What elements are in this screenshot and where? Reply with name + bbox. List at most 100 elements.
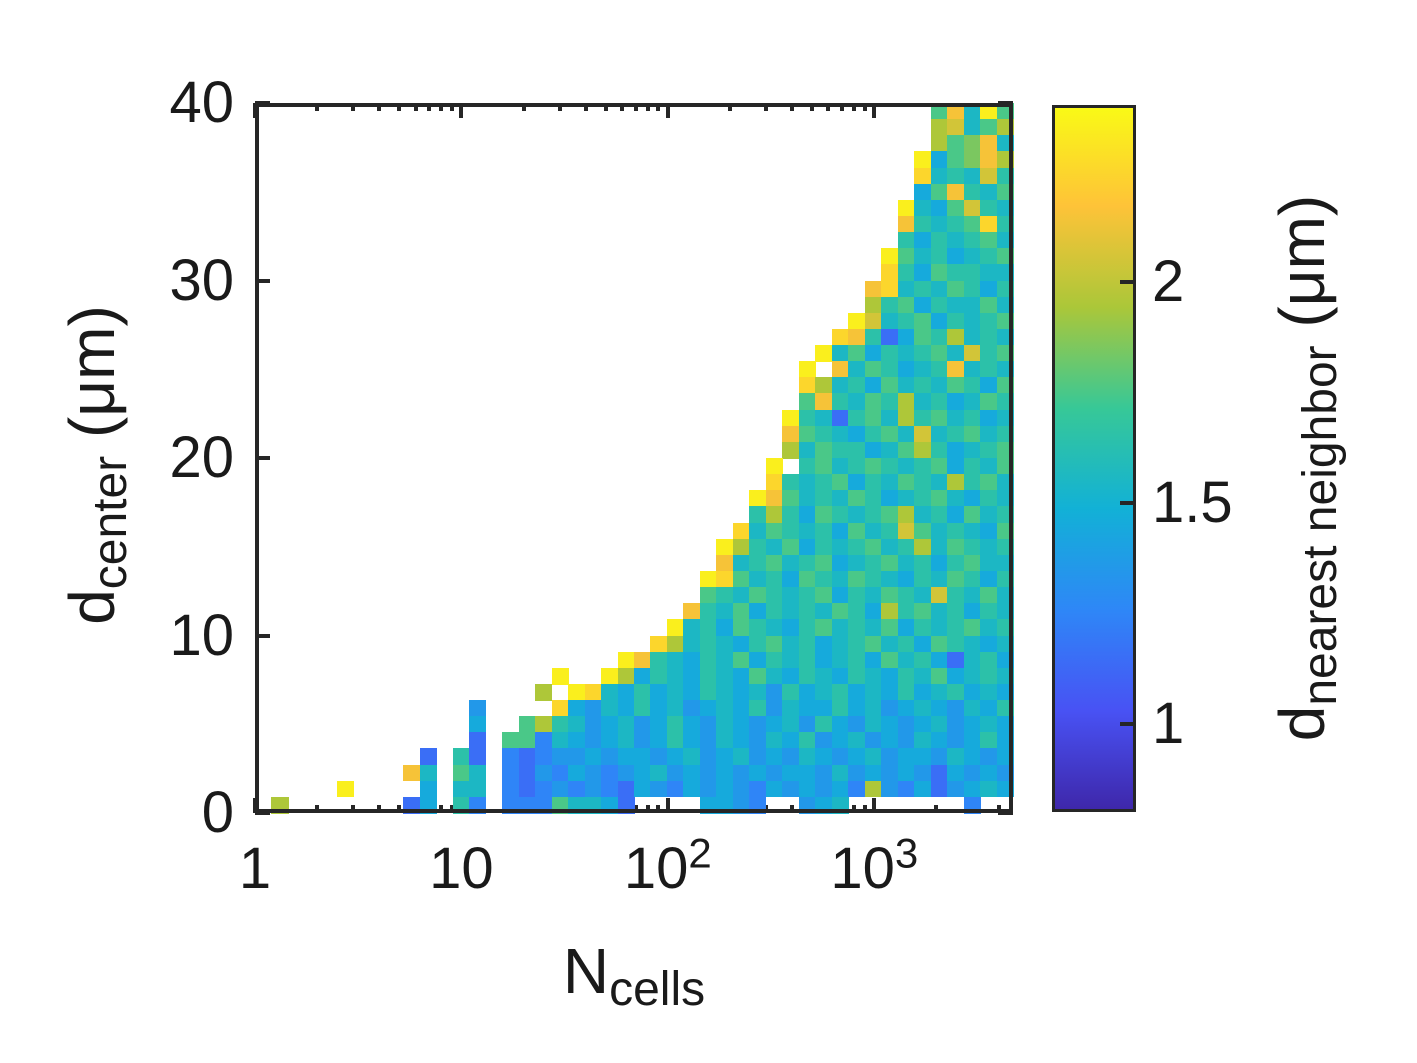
heatmap-cell: [914, 167, 932, 185]
heatmap-cell: [930, 522, 948, 540]
heatmap-cell: [502, 748, 520, 766]
heatmap-cell: [914, 215, 932, 233]
heatmap-cell: [996, 506, 1014, 524]
heatmap-cell: [601, 683, 619, 701]
colorbar: [1052, 105, 1136, 812]
heatmap-cell: [848, 635, 866, 653]
heatmap-cell: [732, 780, 750, 798]
heatmap-cell: [963, 167, 981, 185]
x-axis-label: Ncells: [563, 934, 705, 1016]
heatmap-cell: [930, 474, 948, 491]
heatmap-cell: [848, 328, 866, 346]
heatmap-cell: [930, 716, 948, 733]
heatmap-cell: [881, 248, 899, 265]
heatmap-cell: [666, 732, 685, 750]
heatmap-cell: [864, 312, 882, 330]
heatmap-cell: [881, 377, 899, 395]
y-tick-label-0: 0: [201, 780, 234, 845]
heatmap-cell: [831, 683, 849, 701]
heatmap-cell: [914, 409, 932, 427]
y-major-tick: [255, 633, 270, 638]
heatmap-cell: [914, 635, 932, 653]
heatmap-cell: [782, 409, 800, 427]
heatmap-cell: [716, 538, 734, 556]
heatmap-cell: [914, 296, 932, 314]
heatmap-cell: [815, 683, 833, 701]
x-minor-tick-top: [620, 103, 625, 111]
heatmap-cell: [634, 700, 652, 717]
heatmap-cell: [963, 135, 981, 152]
heatmap-cell: [996, 522, 1014, 540]
y-tick-label-40: 40: [169, 70, 234, 135]
heatmap-cell: [930, 183, 948, 201]
heatmap-cell: [765, 474, 783, 491]
heatmap-cell: [996, 345, 1014, 362]
heatmap-cell: [732, 635, 750, 653]
heatmap-cell: [947, 377, 965, 395]
heatmap-cell: [980, 377, 998, 395]
heatmap-cell: [831, 425, 849, 443]
heatmap-cell: [930, 215, 948, 233]
heatmap-cell: [732, 700, 750, 717]
heatmap-cell: [782, 748, 800, 766]
heatmap-cell: [848, 748, 866, 766]
heatmap-cell: [996, 183, 1014, 201]
x-tick-label-base: 10: [429, 836, 494, 901]
heatmap-cell: [963, 264, 981, 282]
colorbar-tick: [1120, 279, 1133, 284]
heatmap-cell: [634, 716, 652, 733]
heatmap-cell: [980, 780, 998, 798]
heatmap-cell: [848, 764, 866, 782]
heatmap-cell: [930, 393, 948, 411]
heatmap-cell: [980, 554, 998, 572]
heatmap-cell: [634, 764, 652, 782]
heatmap-cell: [864, 732, 882, 750]
heatmap-cell: [963, 683, 981, 701]
heatmap-cell: [617, 683, 635, 701]
heatmap-cell: [831, 441, 849, 459]
heatmap-cell: [765, 651, 783, 669]
x-minor-tick-top: [413, 103, 418, 111]
heatmap-cell: [815, 667, 833, 685]
heatmap-cell: [947, 635, 965, 653]
heatmap-cell: [749, 538, 767, 556]
heatmap-cell: [798, 683, 816, 701]
heatmap-cell: [469, 764, 487, 782]
heatmap-cell: [947, 538, 965, 556]
x-minor-tick-top: [315, 103, 320, 111]
y-tick-label-30: 30: [169, 247, 234, 313]
heatmap-cell: [996, 635, 1014, 653]
heatmap-cell: [798, 748, 816, 766]
heatmap-cell: [881, 732, 899, 750]
heatmap-cell: [864, 506, 882, 524]
heatmap-cell: [798, 361, 816, 378]
heatmap-cell: [732, 748, 750, 766]
heatmap-cell: [535, 796, 553, 814]
heatmap-cell: [749, 780, 767, 798]
heatmap-cell: [947, 328, 965, 346]
heatmap-cell: [864, 522, 882, 540]
heatmap-cell: [798, 732, 816, 750]
heatmap-cell: [666, 667, 685, 685]
heatmap-cell: [535, 764, 553, 782]
heatmap-cell: [963, 474, 981, 491]
heatmap-cell: [864, 748, 882, 766]
heatmap-cell: [980, 215, 998, 233]
heatmap-cell: [848, 716, 866, 733]
heatmap-cell: [947, 393, 965, 411]
heatmap-cell: [749, 716, 767, 733]
heatmap-cell: [815, 748, 833, 766]
heatmap-cell: [699, 619, 717, 637]
heatmap-cell: [699, 603, 717, 620]
heatmap-cell: [881, 474, 899, 491]
heatmap-cell: [831, 538, 849, 556]
heatmap-cell: [815, 458, 833, 475]
heatmap-cell: [996, 538, 1014, 556]
heatmap-cell: [634, 667, 652, 685]
heatmap-cell: [947, 748, 965, 766]
heatmap-cell: [848, 393, 866, 411]
heatmap-cell: [914, 587, 932, 604]
heatmap-cell: [798, 409, 816, 427]
heatmap-cell: [848, 458, 866, 475]
heatmap-cell: [716, 764, 734, 782]
